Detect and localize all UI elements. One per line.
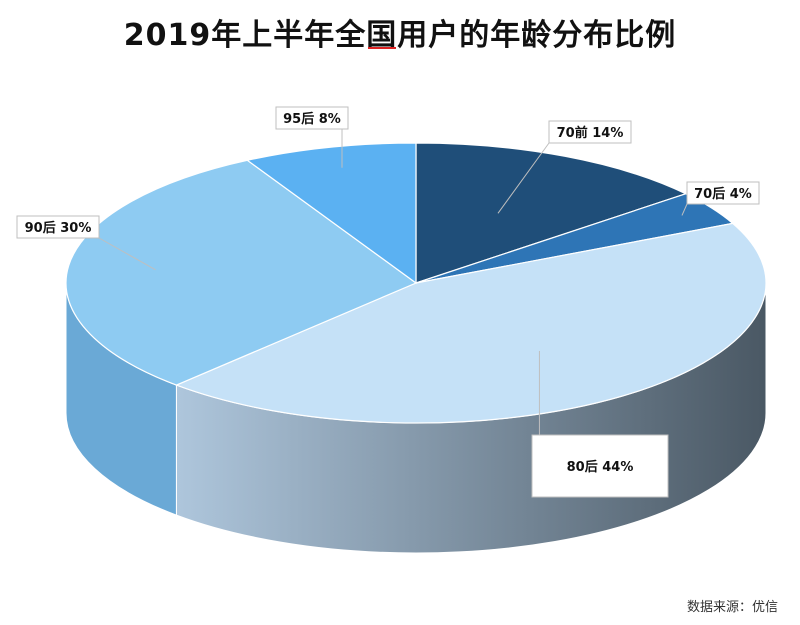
pie-label-2: 80后 44%	[567, 459, 634, 475]
pie-label-0: 70前 14%	[557, 125, 624, 141]
title-accent-underline	[368, 47, 396, 49]
data-source-note: 数据来源：优信	[686, 600, 778, 615]
pie-label-box-0	[548, 120, 632, 144]
pie-label-box-4	[275, 106, 349, 130]
pie-slice-0	[415, 142, 688, 284]
pie-slice-4	[245, 142, 417, 285]
pie-label-3: 90后 30%	[25, 220, 92, 236]
chart-title: 2019年上半年全国用户的年龄分布比例	[123, 18, 677, 53]
pie-slice-3	[65, 159, 418, 386]
pie-label-box-2	[531, 434, 669, 498]
pie-label-leader-3	[98, 237, 156, 271]
pie-label-4: 95后 8%	[283, 111, 341, 127]
pie-label-box-3	[16, 215, 100, 239]
pie-label-box-1	[686, 181, 760, 205]
pie-label-leader-0	[497, 142, 550, 214]
pie-top-faces	[65, 142, 767, 424]
pie-label-1: 70后 4%	[694, 186, 752, 202]
pie-label-leader-1	[681, 203, 688, 216]
pie-slice-2	[174, 222, 767, 424]
pie-labels: 70前 14% 70后 4% 80后 44% 90后 30% 95后 8%	[16, 106, 760, 498]
